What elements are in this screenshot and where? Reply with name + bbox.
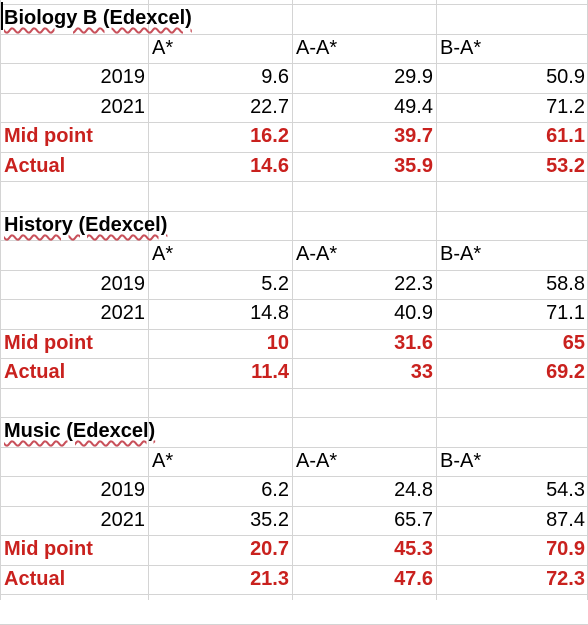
row-label[interactable]: Mid point: [4, 538, 93, 560]
data-cell[interactable]: 47.6: [394, 568, 433, 590]
gridline-horizontal: [0, 34, 588, 35]
section-title[interactable]: Biology B (Edexcel): [4, 7, 192, 29]
gridline-vertical: [148, 0, 149, 600]
section-title[interactable]: History (Edexcel): [4, 214, 168, 236]
gridline-horizontal: [0, 63, 588, 64]
row-label[interactable]: Actual: [4, 155, 66, 177]
data-cell[interactable]: 10: [266, 332, 289, 354]
gridline-horizontal: [0, 565, 588, 566]
gridline-horizontal: [0, 417, 588, 418]
data-cell[interactable]: 53.2: [546, 155, 585, 177]
data-cell[interactable]: 35.9: [394, 155, 433, 177]
data-cell[interactable]: 70.9: [546, 538, 585, 560]
gridline-horizontal: [0, 506, 588, 507]
data-cell[interactable]: 65.7: [394, 509, 433, 531]
data-cell[interactable]: 39.7: [394, 125, 433, 147]
row-label[interactable]: Actual: [4, 361, 66, 383]
row-label[interactable]: Mid point: [4, 125, 93, 147]
data-cell[interactable]: 16.2: [250, 125, 289, 147]
row-label[interactable]: 2021: [100, 302, 146, 324]
gridline-vertical: [436, 0, 437, 600]
row-label[interactable]: Mid point: [4, 332, 93, 354]
gridline-horizontal: [0, 535, 588, 536]
data-cell[interactable]: 24.8: [394, 479, 433, 501]
data-cell[interactable]: 22.7: [250, 96, 289, 118]
data-cell[interactable]: 40.9: [394, 302, 433, 324]
column-header[interactable]: A-A*: [296, 37, 338, 59]
data-cell[interactable]: 20.7: [250, 538, 289, 560]
gridline-horizontal: [0, 358, 588, 359]
row-label[interactable]: 2019: [100, 479, 146, 501]
column-header[interactable]: A*: [152, 450, 174, 472]
data-cell[interactable]: 49.4: [394, 96, 433, 118]
data-cell[interactable]: 5.2: [261, 273, 289, 295]
gridline-horizontal: [0, 270, 588, 271]
row-label[interactable]: Actual: [4, 568, 66, 590]
data-cell[interactable]: 21.3: [250, 568, 289, 590]
row-label[interactable]: 2021: [100, 509, 146, 531]
data-cell[interactable]: 71.1: [546, 302, 585, 324]
gridline-horizontal: [0, 388, 588, 389]
gridline-horizontal: [0, 299, 588, 300]
data-cell[interactable]: 61.1: [546, 125, 585, 147]
data-cell[interactable]: 6.2: [261, 479, 289, 501]
column-header[interactable]: A-A*: [296, 243, 338, 265]
row-label[interactable]: 2021: [100, 96, 146, 118]
data-cell[interactable]: 54.3: [546, 479, 585, 501]
column-header[interactable]: B-A*: [440, 37, 482, 59]
gridline-horizontal: [0, 329, 588, 330]
gridline-horizontal: [0, 447, 588, 448]
data-cell[interactable]: 35.2: [250, 509, 289, 531]
data-cell[interactable]: 72.3: [546, 568, 585, 590]
data-cell[interactable]: 14.8: [250, 302, 289, 324]
data-cell[interactable]: 69.2: [546, 361, 585, 383]
gridline-vertical: [0, 0, 1, 600]
column-header[interactable]: A-A*: [296, 450, 338, 472]
data-cell[interactable]: 50.9: [546, 66, 585, 88]
gridline-horizontal: [0, 93, 588, 94]
section-title[interactable]: Music (Edexcel): [4, 420, 156, 442]
gridline-horizontal: [0, 476, 588, 477]
data-cell[interactable]: 87.4: [546, 509, 585, 531]
column-header[interactable]: A*: [152, 243, 174, 265]
text-cursor: [1, 2, 3, 30]
row-label[interactable]: 2019: [100, 273, 146, 295]
column-header[interactable]: A*: [152, 37, 174, 59]
data-cell[interactable]: 45.3: [394, 538, 433, 560]
data-cell[interactable]: 14.6: [250, 155, 289, 177]
column-header[interactable]: B-A*: [440, 243, 482, 265]
gridline-horizontal: [0, 4, 588, 5]
data-cell[interactable]: 31.6: [394, 332, 433, 354]
gridline-horizontal: [0, 122, 588, 123]
data-cell[interactable]: 9.6: [261, 66, 289, 88]
gridline-horizontal: [0, 181, 588, 182]
data-cell[interactable]: 71.2: [546, 96, 585, 118]
data-cell[interactable]: 65: [562, 332, 585, 354]
data-cell[interactable]: 58.8: [546, 273, 585, 295]
data-cell[interactable]: 33: [410, 361, 433, 383]
row-label[interactable]: 2019: [100, 66, 146, 88]
gridline-horizontal: [0, 240, 588, 241]
data-cell[interactable]: 29.9: [394, 66, 433, 88]
column-header[interactable]: B-A*: [440, 450, 482, 472]
data-cell[interactable]: 11.4: [251, 361, 289, 383]
gridline-horizontal: [0, 152, 588, 153]
gridline-vertical: [292, 0, 293, 600]
gridline-horizontal: [0, 211, 588, 212]
data-cell[interactable]: 22.3: [394, 273, 433, 295]
gridline-horizontal: [0, 594, 588, 595]
